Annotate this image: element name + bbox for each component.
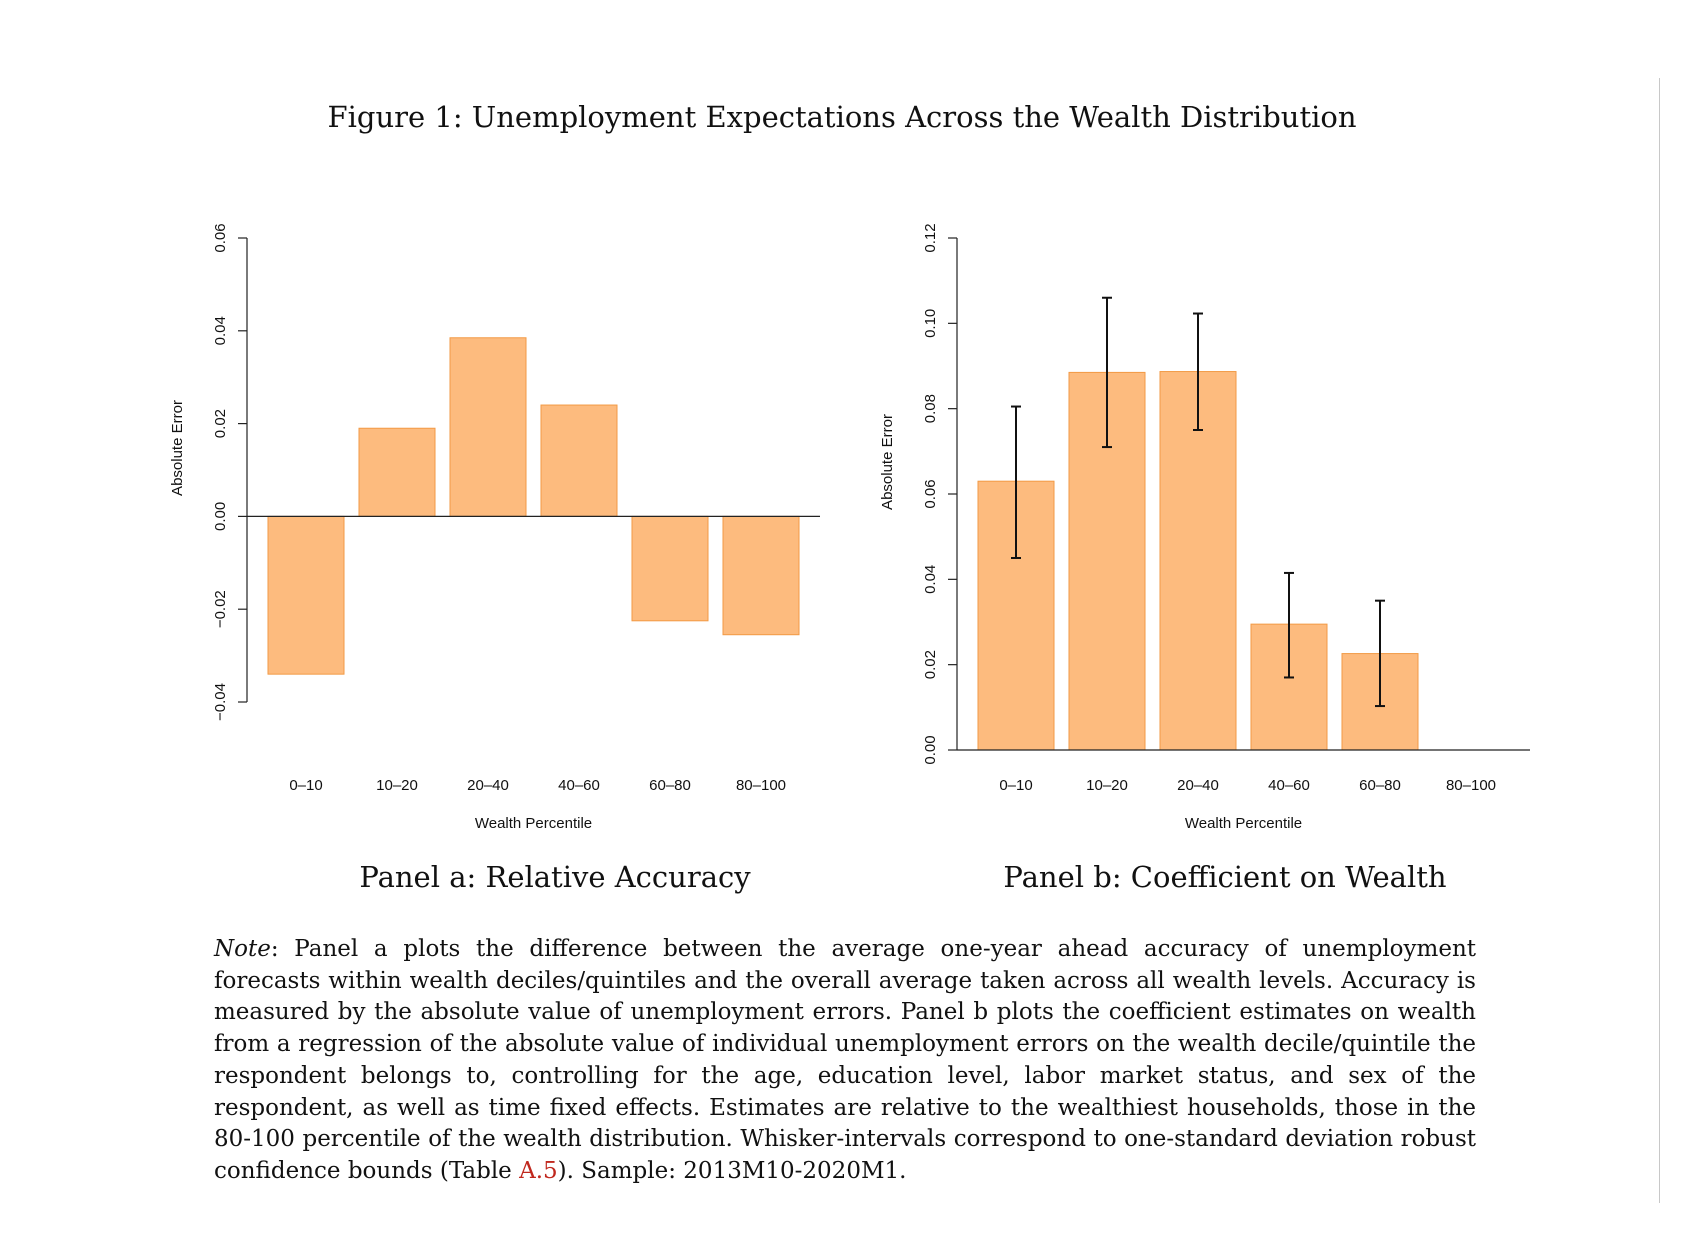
panel-b-x-tick-label: 60–80 <box>1359 777 1401 794</box>
panel-a-caption: Panel a: Relative Accuracy <box>359 860 751 894</box>
panel-b-y-tick-label: 0.02 <box>922 650 939 679</box>
panel-a-x-axis-label: Wealth Percentile <box>475 815 592 832</box>
panel-a-y-axis-label: Absolute Error <box>169 400 186 496</box>
panel-b-x-tick-label: 80–100 <box>1446 777 1496 794</box>
note-text-2: ). Sample: 2013M10-2020M1. <box>557 1157 907 1184</box>
panel-a-x-tick-label: 80–100 <box>736 777 786 794</box>
panel-a-bar <box>540 404 618 517</box>
panel-b-y-tick-label: 0.06 <box>922 479 939 508</box>
panel-a-x-tick-label: 40–60 <box>558 777 600 794</box>
panel-a-bar <box>267 515 345 675</box>
panel-a-y-tick-label: −0.02 <box>212 590 229 628</box>
panel-b-x-tick-label: 10–20 <box>1086 777 1128 794</box>
panel-a-x-tick-label: 0–10 <box>289 777 322 794</box>
panel-b-bar <box>1159 371 1237 751</box>
panel-a-y-tick-label: 0.00 <box>212 502 229 531</box>
note-lead: Note <box>214 936 271 962</box>
panel-b-x-tick-label: 0–10 <box>999 777 1032 794</box>
panel-a-bar <box>631 515 709 622</box>
panel-a-chart: −0.04 −0.02 0.00 0.02 0.04 0.06 Absolute Error… <box>169 223 820 832</box>
panel-a-x-tick-label: 10–20 <box>376 777 418 794</box>
panel-b-x-axis-label: Wealth Percentile <box>1185 815 1302 832</box>
panel-a-y-tick-label: 0.02 <box>212 409 229 438</box>
panel-a-bar <box>358 427 436 517</box>
panel-a-y-tick-label: 0.04 <box>212 316 229 345</box>
panel-b-y-tick-label: 0.12 <box>922 223 939 252</box>
panel-a-y-tick-label: −0.04 <box>212 683 229 721</box>
table-reference-link[interactable]: A.5 <box>519 1157 558 1184</box>
panel-b-y-tick-label: 0.04 <box>922 565 939 594</box>
note-text-1: : Panel a plots the difference between t… <box>214 936 1476 1184</box>
figure-note: Note: Panel a plots the difference betwe… <box>214 934 1476 1188</box>
figure-title: Figure 1: Unemployment Expectations Acro… <box>327 100 1357 134</box>
panel-b-caption: Panel b: Coefficient on Wealth <box>1003 860 1447 894</box>
panel-b-x-tick-label: 40–60 <box>1268 777 1310 794</box>
panel-b-y-tick-label: 0.00 <box>922 735 939 764</box>
panel-a-x-tick-label: 60–80 <box>649 777 691 794</box>
page-border <box>1659 78 1660 1203</box>
panel-b-y-tick-label: 0.08 <box>922 394 939 423</box>
panel-a-bar <box>449 337 527 517</box>
panel-b-y-axis-label: Absolute Error <box>879 414 896 510</box>
panel-b-y-tick-label: 0.10 <box>922 309 939 338</box>
panel-a-x-tick-label: 20–40 <box>467 777 509 794</box>
panel-a-bar <box>722 515 800 636</box>
panel-a-y-tick-label: 0.06 <box>212 223 229 252</box>
panel-b-chart: 0.00 0.02 0.04 0.06 0.08 0.10 0.12 Absolute Err… <box>879 223 1530 832</box>
panel-b-x-tick-label: 20–40 <box>1177 777 1219 794</box>
